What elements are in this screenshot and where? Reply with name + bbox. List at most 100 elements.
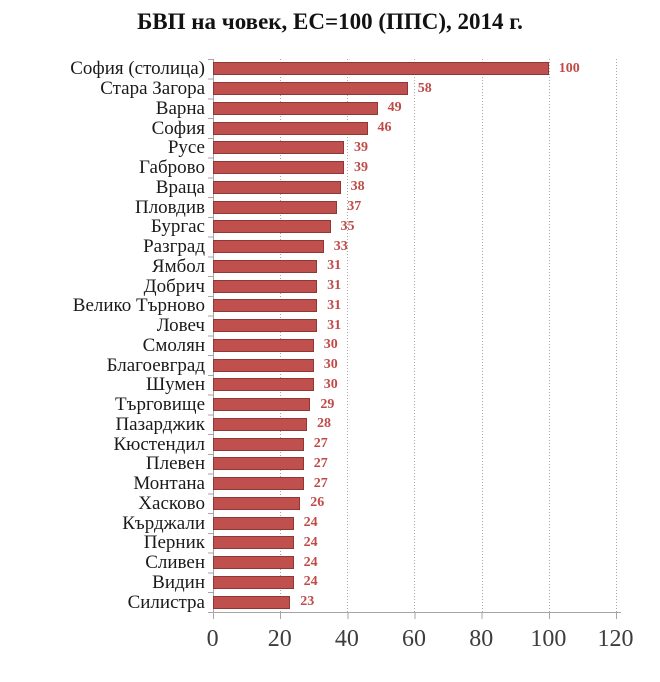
bar [213, 358, 314, 372]
y-axis-line [213, 59, 214, 613]
value-label: 24 [303, 554, 318, 570]
x-axis-tick-label: 0 [206, 626, 219, 652]
bar-row: София 46 [0, 118, 616, 138]
bar-row: Шумен 30 [0, 375, 616, 395]
value-label: 39 [354, 159, 368, 175]
value-label: 27 [313, 455, 328, 471]
category-label: Хасково [138, 492, 205, 514]
category-label: София (столица) [70, 58, 205, 80]
bar-row: Враца 38 [0, 178, 616, 198]
bar-row: Русе 39 [0, 138, 616, 158]
category-label: Сливен [145, 552, 205, 574]
bar-row: Ловеч 31 [0, 316, 616, 336]
category-label: Варна [155, 97, 205, 119]
x-axis-tick-label: 100 [530, 626, 567, 652]
category-label: Кърджали [122, 512, 205, 534]
bar [213, 516, 294, 530]
bar-track: 39 [213, 138, 616, 158]
bar-row: Плевен 27 [0, 454, 616, 474]
category-label: Ловеч [156, 315, 205, 337]
bar [213, 536, 294, 550]
value-label: 38 [350, 179, 365, 195]
value-label: 29 [320, 396, 335, 412]
bar-track: 31 [213, 257, 616, 277]
bar [213, 556, 294, 570]
gridline [482, 59, 483, 612]
value-label: 46 [377, 120, 392, 136]
bar [213, 319, 318, 333]
value-label: 100 [558, 60, 580, 76]
bar [213, 496, 301, 510]
gridlines [213, 59, 618, 612]
bar [213, 82, 408, 96]
bar-track: 24 [213, 573, 616, 593]
bar-row: Варна 49 [0, 99, 616, 119]
category-label: Кюстендил [113, 433, 205, 455]
x-axis-tick-label: 60 [402, 626, 427, 652]
category-label: Смолян [142, 334, 205, 356]
bar-track: 23 [213, 592, 616, 612]
bar-row: Пловдив 37 [0, 197, 616, 217]
category-label: Враца [155, 176, 205, 198]
x-axis-tick-label: 120 [597, 626, 634, 652]
value-label: 30 [323, 357, 338, 373]
bar-row: Хасково 26 [0, 494, 616, 514]
bar-track: 31 [213, 276, 616, 296]
bar-track: 46 [213, 118, 616, 138]
value-label: 31 [327, 278, 342, 294]
bar-row: Смолян 30 [0, 336, 616, 356]
gridline [616, 59, 617, 612]
bar [213, 477, 304, 491]
bar [213, 259, 318, 273]
chart-title: БВП на човек, ЕС=100 (ППС), 2014 г. [137, 9, 523, 34]
bar-row: Габрово 39 [0, 158, 616, 178]
category-label: Силистра [127, 591, 205, 613]
bar-row: Стара Загора 58 [0, 79, 616, 99]
value-label: 39 [354, 139, 368, 155]
category-label: Разград [143, 236, 205, 258]
value-label: 24 [303, 534, 318, 550]
category-label: Ямбол [151, 255, 205, 277]
bar-rows: София (столица) 100 Стара Загора 58 Варн… [0, 59, 616, 612]
bar [213, 161, 344, 175]
value-label: 27 [313, 436, 328, 452]
gridline [280, 59, 281, 612]
bar-row: Ямбол 31 [0, 257, 616, 277]
bar-row: Перник 24 [0, 533, 616, 553]
value-label: 26 [310, 495, 325, 511]
value-label: 37 [347, 199, 362, 215]
y-axis-tick-marks [208, 59, 213, 614]
value-label: 28 [317, 416, 331, 432]
bar [213, 62, 549, 76]
x-axis-tick-marks [213, 613, 618, 619]
bar [213, 121, 368, 135]
x-axis-tick-label: 20 [267, 626, 292, 652]
bar [213, 457, 304, 471]
bar [213, 378, 314, 392]
category-label: Пазарджик [115, 413, 205, 435]
bar-track: 31 [213, 316, 616, 336]
bar-row: Благоевград 30 [0, 355, 616, 375]
bar-row: Търговище 29 [0, 395, 616, 415]
bar-track: 31 [213, 296, 616, 316]
bar-row: Разград 33 [0, 237, 616, 257]
category-label: Благоевград [106, 354, 205, 376]
value-label: 31 [327, 258, 342, 274]
category-label: Видин [152, 571, 205, 593]
x-axis-tick-label: 80 [469, 626, 494, 652]
value-label: 30 [323, 337, 338, 353]
value-label: 35 [340, 218, 355, 234]
bar-track: 27 [213, 434, 616, 454]
category-label: Плевен [145, 453, 205, 475]
bar [213, 299, 318, 313]
bar-row: Сливен 24 [0, 553, 616, 573]
bar [213, 200, 338, 214]
bar [213, 437, 304, 451]
value-label: 24 [303, 515, 318, 531]
bar [213, 220, 331, 234]
category-label: Велико Търново [72, 295, 205, 317]
category-label: Търговище [115, 394, 205, 416]
bar-track: 33 [213, 237, 616, 257]
bar [213, 101, 378, 115]
